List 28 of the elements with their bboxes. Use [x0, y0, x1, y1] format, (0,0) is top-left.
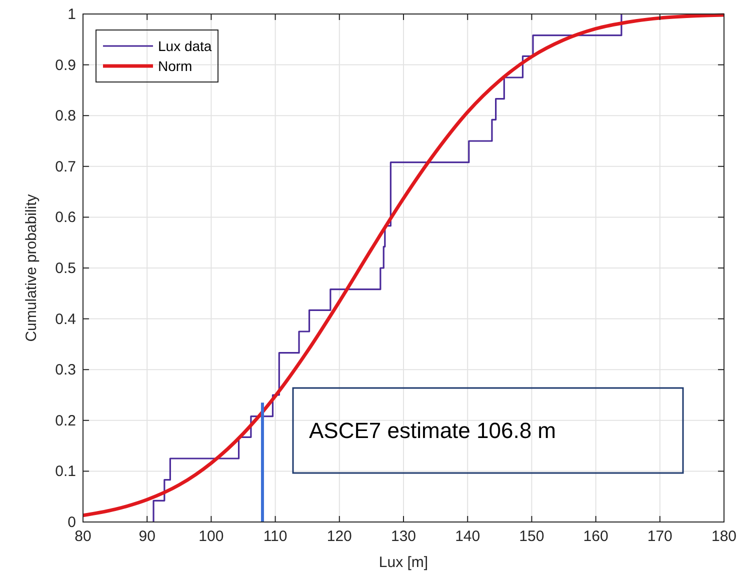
legend-label: Lux data: [158, 38, 212, 54]
y-tick-label: 0.8: [55, 108, 76, 125]
x-tick-label: 110: [263, 528, 288, 545]
x-tick-label: 100: [198, 528, 224, 545]
x-tick-label: 90: [138, 528, 156, 545]
legend-label: Norm: [158, 58, 192, 74]
y-tick-label: 0.9: [55, 56, 76, 74]
y-tick-label: 0.5: [55, 260, 76, 277]
y-axis-title: Cumulative probability: [23, 194, 40, 342]
y-tick-label: 0.3: [55, 362, 76, 379]
x-axis-title: Lux [m]: [378, 554, 428, 571]
x-tick-label: 150: [519, 528, 544, 545]
y-tick-label: 0.4: [55, 310, 76, 328]
x-tick-label: 140: [455, 528, 480, 545]
x-tick-label: 160: [583, 528, 608, 545]
x-tick-label: 170: [647, 528, 672, 545]
x-tick-label: 130: [390, 528, 416, 545]
x-tick-label: 120: [326, 528, 352, 545]
y-tick-label: 0.1: [55, 463, 76, 480]
y-tick-label: 0.2: [55, 412, 76, 430]
x-tick-label: 180: [711, 528, 737, 545]
line-series: [81, 13, 726, 518]
y-tick-label: 1: [68, 6, 76, 23]
x-tick-label: 80: [74, 528, 92, 545]
y-tick-label: 0.7: [55, 158, 76, 176]
y-tick-label: 0.6: [55, 209, 76, 226]
annotation: ASCE7 estimate 106.8 m: [309, 418, 556, 443]
y-tick-label: 0: [68, 514, 76, 531]
